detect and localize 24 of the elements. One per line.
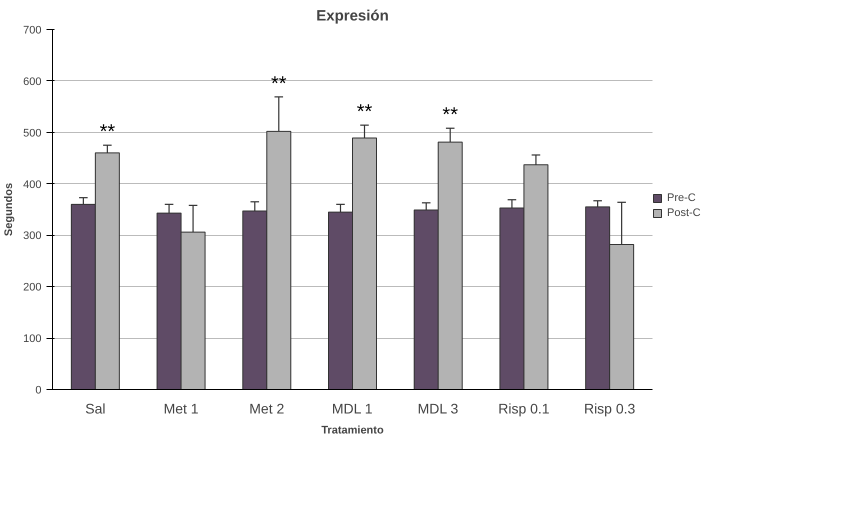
y-tick-label: 400 — [23, 178, 42, 191]
y-axis-title: Segundos — [3, 182, 16, 236]
y-tick-label: 300 — [23, 230, 42, 242]
y-tick-label: 700 — [23, 24, 42, 36]
annotation: ** — [100, 121, 116, 144]
x-tick-label: Met 1 — [164, 400, 199, 416]
annotation: ** — [271, 72, 287, 95]
x-tick-label: MDL 1 — [332, 400, 373, 416]
annotation: ** — [356, 101, 372, 124]
annotation: ** — [442, 104, 458, 126]
y-tick-label: 0 — [35, 384, 42, 396]
x-tick-label: Sal — [85, 400, 106, 416]
y-tick-label: 600 — [23, 76, 42, 88]
y-tick-label: 500 — [23, 127, 42, 140]
x-tick-label: MDL 3 — [418, 400, 459, 416]
x-tick-label: Risp 0.1 — [498, 400, 550, 416]
legend-label: Post-C — [667, 207, 701, 219]
y-tick-label: 200 — [23, 282, 42, 294]
chart-title: Expresión — [316, 8, 389, 24]
x-axis-title: Tratamiento — [321, 424, 384, 436]
y-tick-label: 100 — [23, 333, 42, 346]
x-tick-label: Met 2 — [249, 400, 285, 416]
x-tick-label: Risp 0.3 — [584, 400, 636, 416]
legend-label: Pre-C — [667, 192, 696, 204]
